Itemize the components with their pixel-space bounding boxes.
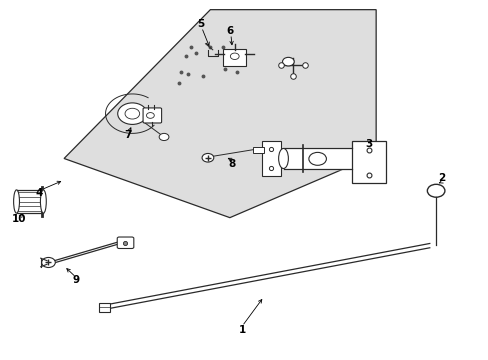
- Text: 5: 5: [197, 19, 204, 29]
- Circle shape: [125, 108, 140, 119]
- Circle shape: [118, 103, 147, 125]
- FancyBboxPatch shape: [17, 190, 43, 213]
- FancyBboxPatch shape: [223, 49, 246, 66]
- Ellipse shape: [14, 190, 20, 213]
- Text: 9: 9: [73, 275, 80, 285]
- Ellipse shape: [41, 190, 46, 213]
- Ellipse shape: [278, 148, 288, 168]
- Circle shape: [41, 257, 55, 267]
- Text: 7: 7: [123, 130, 131, 140]
- FancyBboxPatch shape: [253, 147, 264, 153]
- Text: 2: 2: [437, 173, 445, 183]
- FancyBboxPatch shape: [351, 141, 385, 183]
- FancyBboxPatch shape: [143, 108, 161, 123]
- Circle shape: [230, 53, 239, 59]
- Circle shape: [159, 134, 168, 140]
- Circle shape: [202, 153, 213, 162]
- FancyBboxPatch shape: [99, 303, 110, 312]
- Circle shape: [146, 113, 154, 118]
- Circle shape: [308, 152, 326, 165]
- Polygon shape: [64, 10, 375, 218]
- Text: 4: 4: [35, 188, 42, 198]
- FancyBboxPatch shape: [117, 237, 134, 248]
- Text: 6: 6: [226, 26, 233, 36]
- Text: 10: 10: [12, 215, 26, 224]
- Text: 3: 3: [365, 139, 372, 149]
- Circle shape: [282, 57, 294, 66]
- Text: 1: 1: [238, 325, 245, 335]
- FancyBboxPatch shape: [261, 140, 281, 176]
- Text: 8: 8: [228, 159, 235, 169]
